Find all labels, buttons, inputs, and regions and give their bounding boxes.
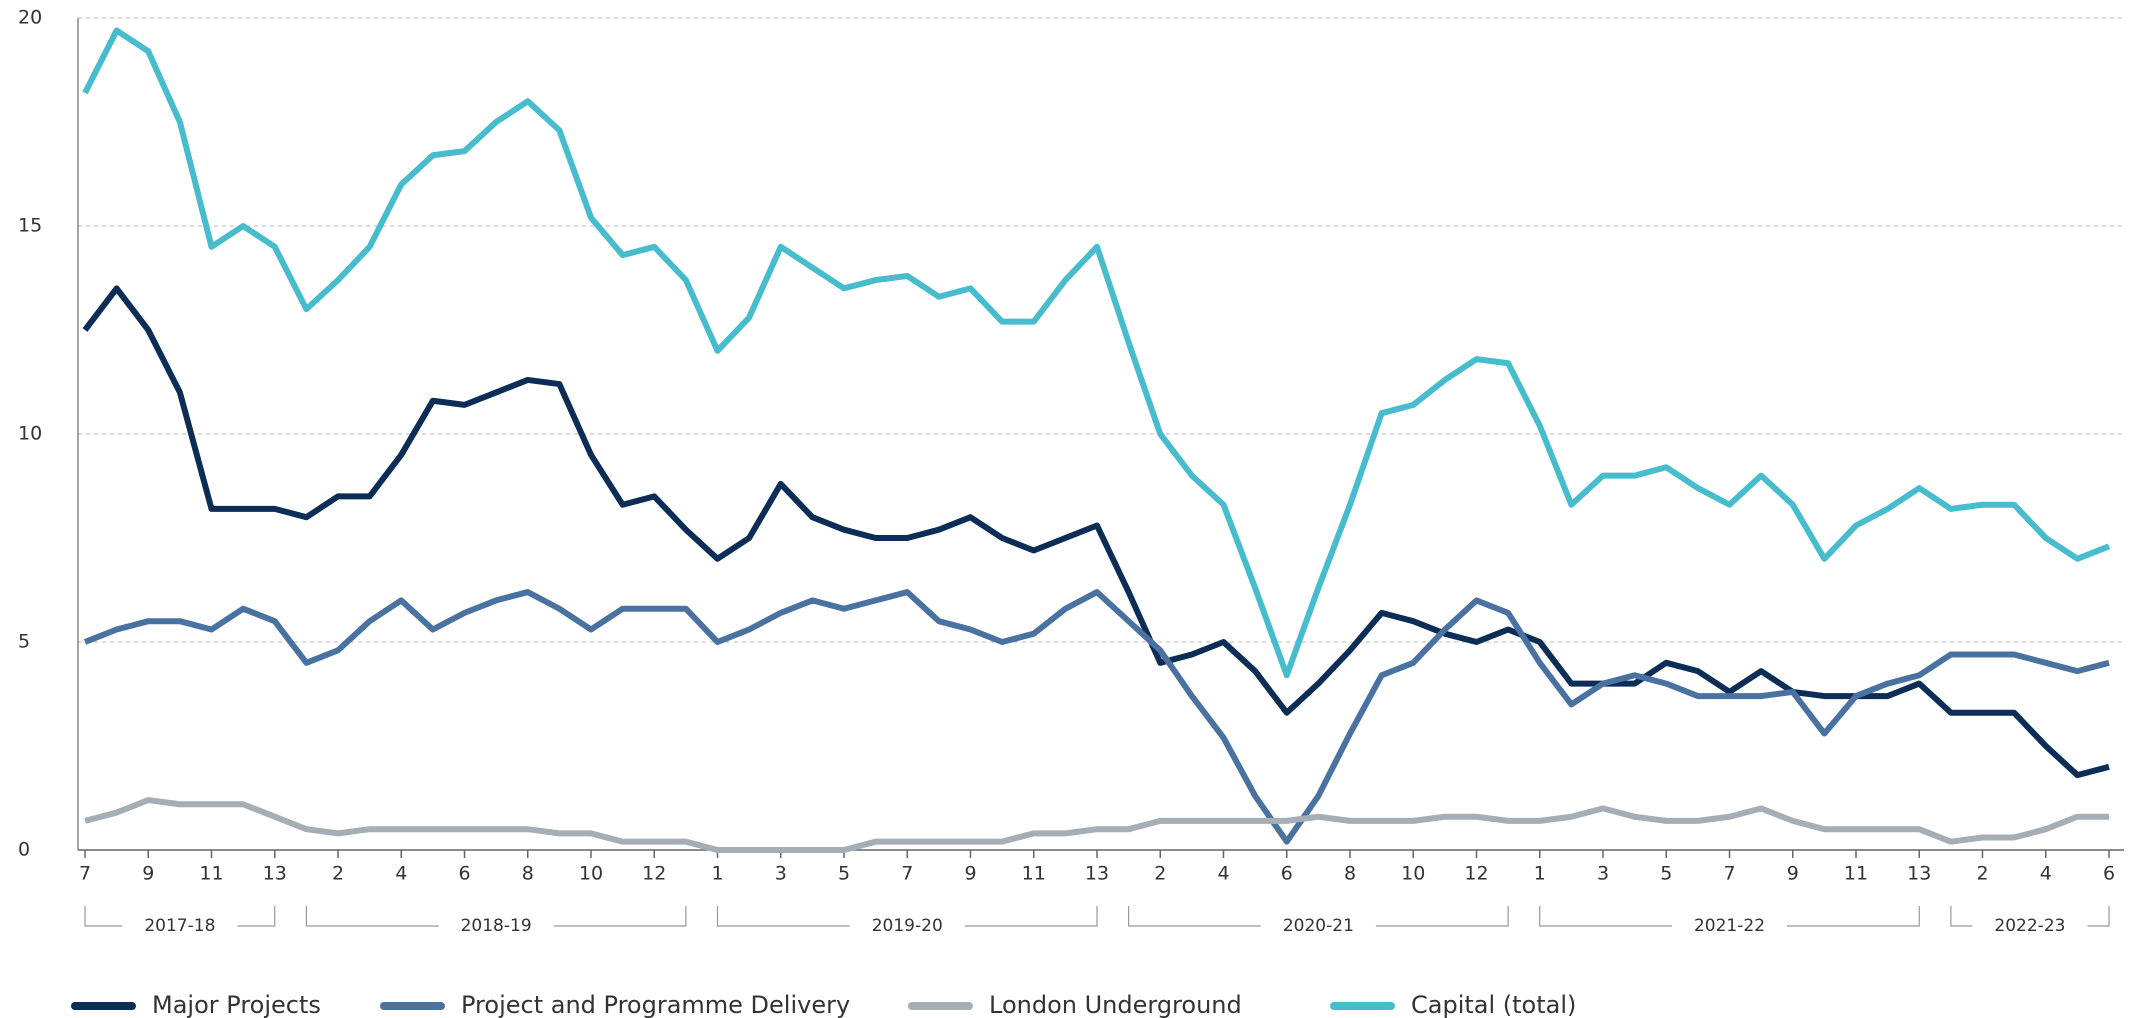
legend-label: Capital (total) [1411, 991, 1576, 1018]
x-tick-label: 5 [1660, 863, 1672, 885]
x-tick-label: 7 [1723, 863, 1735, 885]
group-label: 2017-18 [144, 916, 215, 936]
x-tick-label: 2 [1976, 863, 1988, 885]
group-bracket [553, 906, 687, 927]
x-tick-label: 11 [1022, 863, 1046, 885]
x-tick-label: 13 [1907, 863, 1931, 885]
x-tick-label: 8 [522, 863, 534, 885]
y-tick-label: 15 [18, 215, 42, 237]
x-tick-label: 11 [199, 863, 223, 885]
group-bracket [305, 906, 439, 927]
x-tick-label: 12 [642, 863, 666, 885]
group-label: 2021-22 [1694, 916, 1765, 936]
group-bracket [1128, 906, 1261, 927]
legend-label: Major Projects [152, 991, 321, 1018]
group-bracket [84, 906, 123, 927]
x-tick-label: 10 [1401, 863, 1425, 885]
x-tick-label: 3 [775, 863, 787, 885]
x-tick-label: 2 [332, 863, 344, 885]
x-tick-label: 7 [79, 863, 91, 885]
x-tick-label: 4 [395, 863, 407, 885]
x-tick-label: 10 [579, 863, 603, 885]
series-line [83, 589, 2110, 845]
x-tick-label: 2 [1154, 863, 1166, 885]
group-bracket [2087, 906, 2110, 927]
legend-label: London Underground [989, 991, 1242, 1018]
x-tick-label: 1 [711, 863, 723, 885]
x-tick-label: 12 [1464, 863, 1488, 885]
group-bracket [237, 906, 276, 927]
x-tick-label: 13 [263, 863, 287, 885]
x-tick-label: 4 [1217, 863, 1229, 885]
x-tick-label: 11 [1844, 863, 1868, 885]
group-bracket [964, 906, 1098, 927]
y-tick-label: 5 [18, 631, 30, 653]
group-label: 2020-21 [1283, 916, 1354, 936]
x-tick-label: 3 [1597, 863, 1609, 885]
x-tick-label: 13 [1085, 863, 1109, 885]
series-line [82, 27, 2111, 679]
y-tick-label: 10 [18, 423, 42, 445]
x-tick-label: 6 [458, 863, 470, 885]
x-tick-label: 9 [142, 863, 154, 885]
group-bracket [1539, 906, 1672, 927]
x-tick-label: 9 [1787, 863, 1799, 885]
y-tick-label: 20 [18, 7, 42, 29]
x-tick-label: 6 [2103, 863, 2115, 885]
group-bracket [1375, 906, 1509, 927]
group-label: 2018-19 [461, 916, 532, 936]
group-bracket [1950, 906, 1973, 927]
series-line [82, 285, 2110, 779]
x-tick-label: 4 [2040, 863, 2052, 885]
x-tick-label: 6 [1281, 863, 1293, 885]
series-line [84, 797, 2109, 853]
x-tick-label: 5 [838, 863, 850, 885]
group-bracket [1787, 906, 1920, 927]
group-bracket [716, 906, 850, 927]
x-tick-label: 8 [1344, 863, 1356, 885]
x-tick-label: 1 [1534, 863, 1546, 885]
legend-label: Project and Programme Delivery [461, 991, 850, 1018]
y-tick-label: 0 [18, 839, 30, 861]
x-tick-label: 9 [964, 863, 976, 885]
x-tick-label: 7 [901, 863, 913, 885]
group-label: 2019-20 [872, 916, 943, 936]
group-label: 2022-23 [1994, 916, 2065, 936]
